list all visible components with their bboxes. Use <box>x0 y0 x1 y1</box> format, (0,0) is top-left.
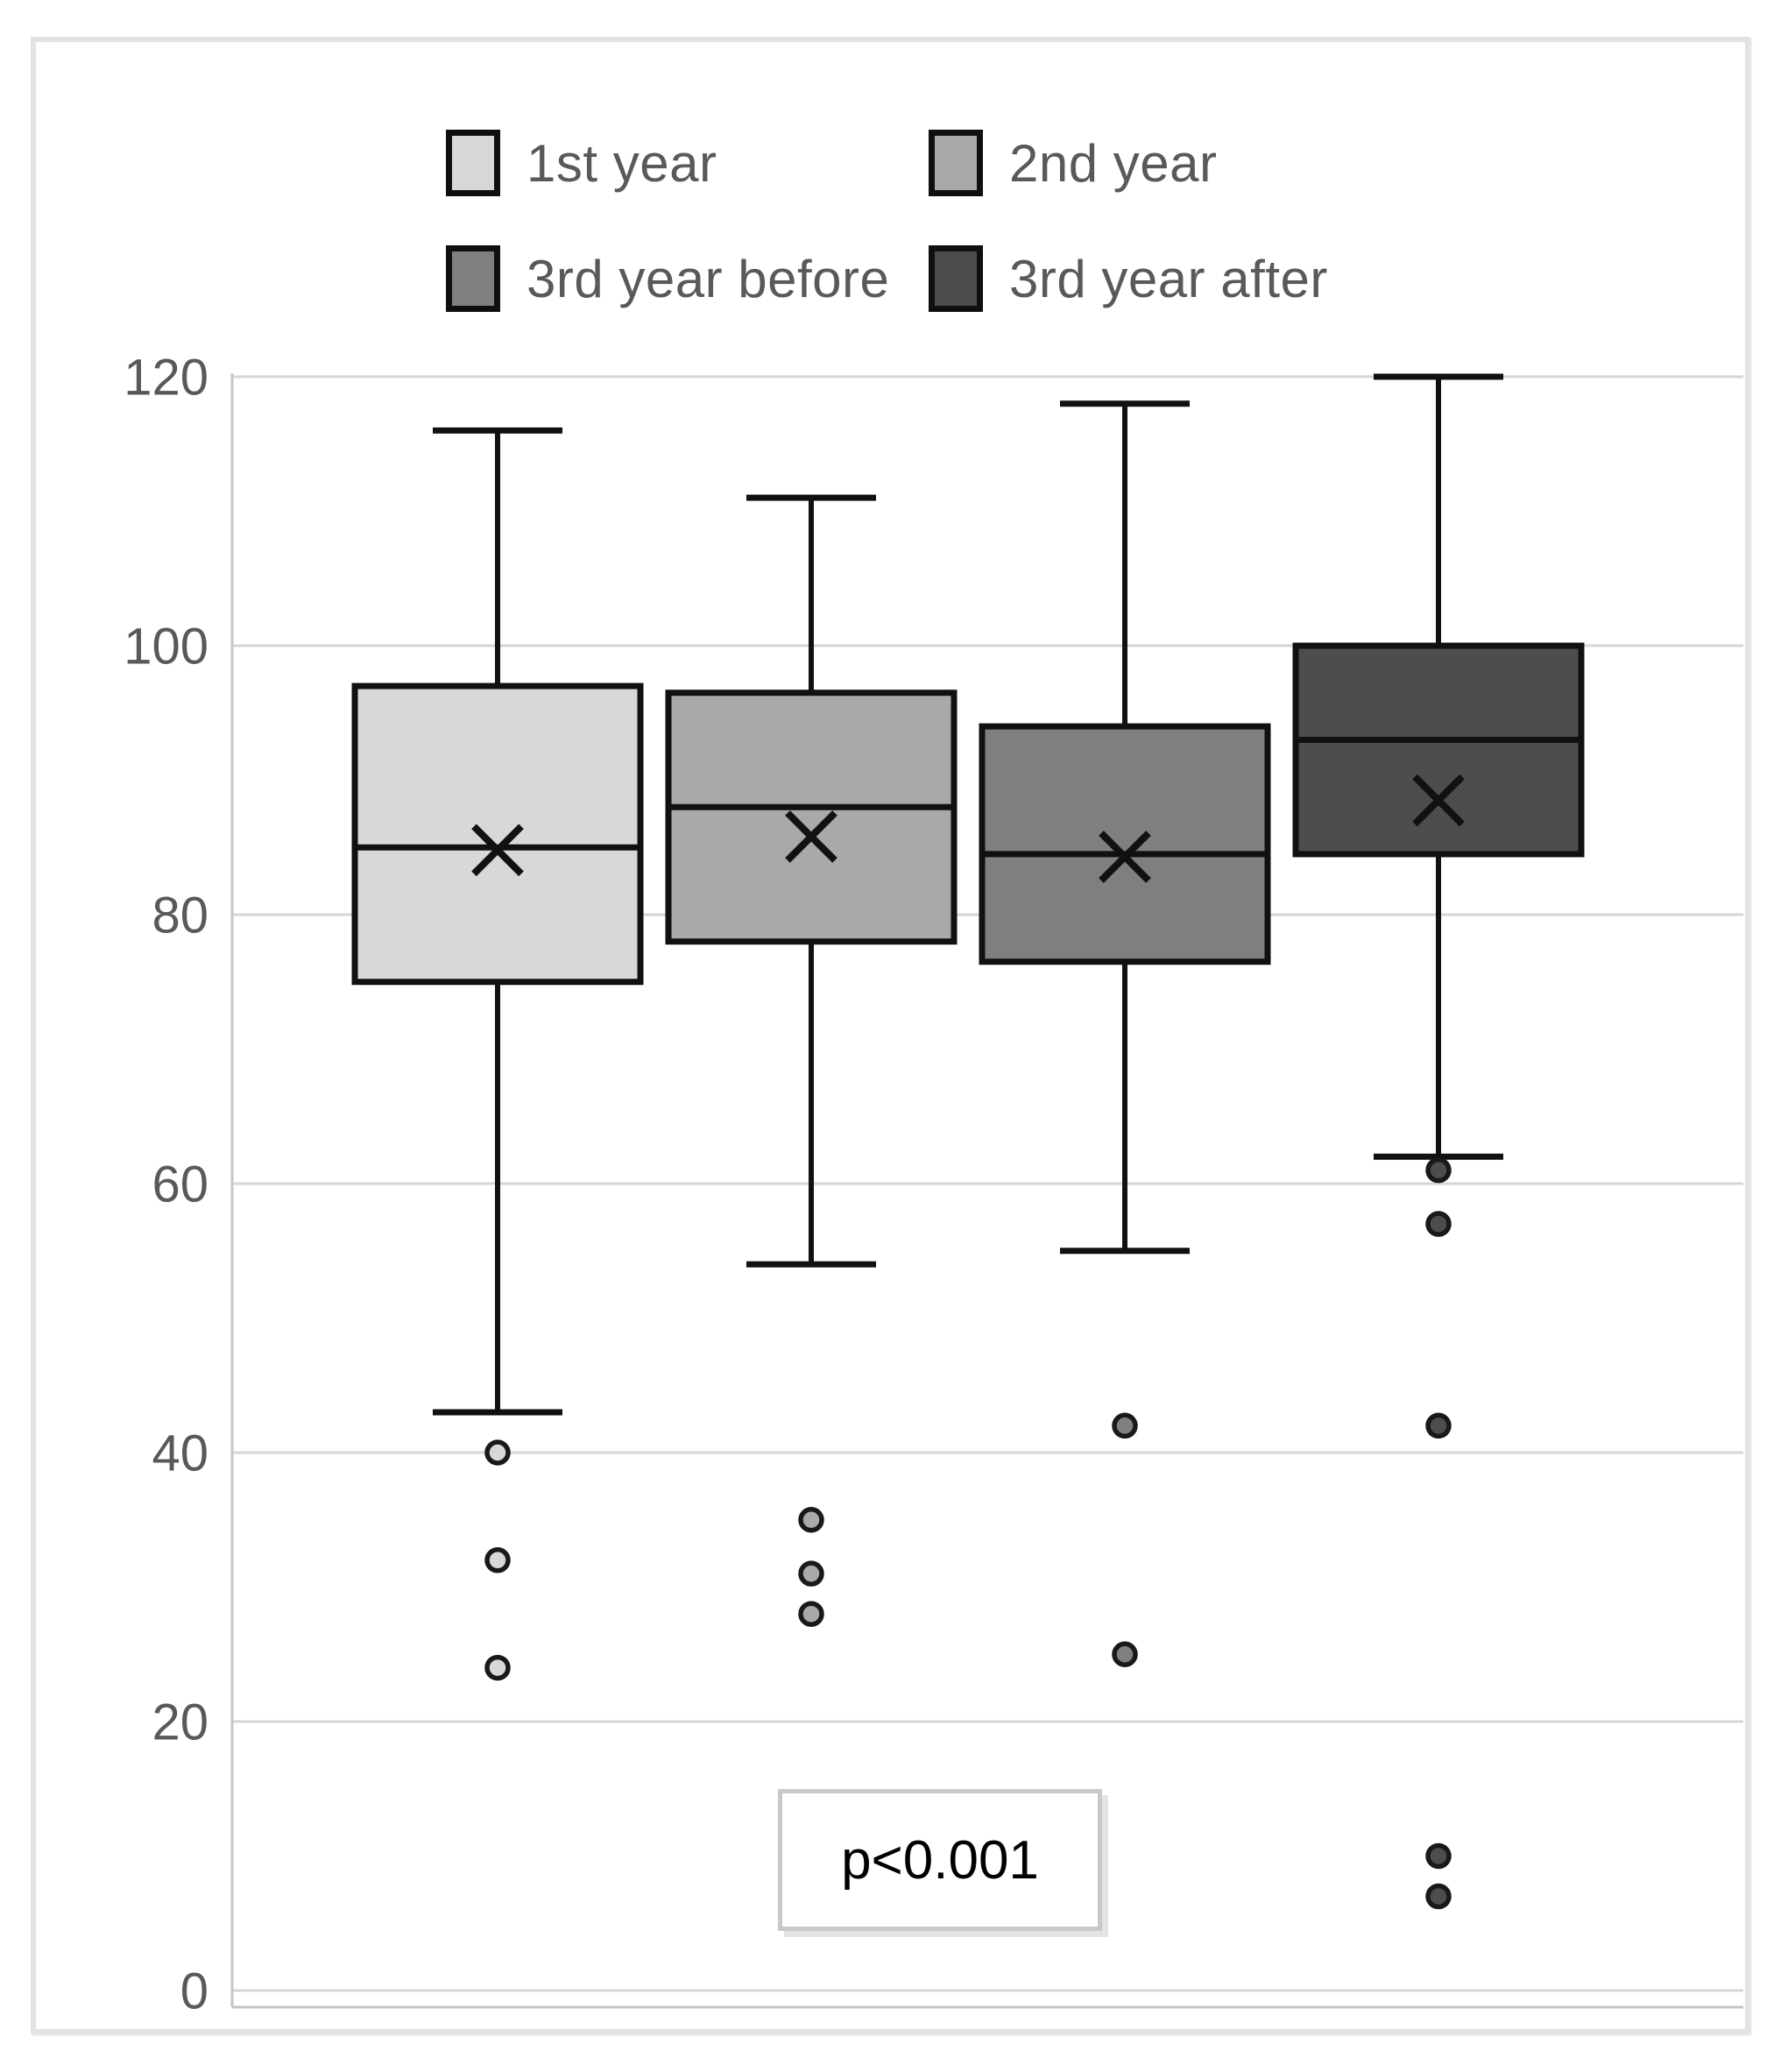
legend-label-1st-year: 1st year <box>527 133 717 193</box>
iqr-box <box>1292 642 1585 858</box>
boxplot-1st-year <box>351 427 644 1681</box>
outlier-point <box>1425 1842 1452 1870</box>
p-value-text: p<0.001 <box>841 1829 1039 1891</box>
legend-item-1st-year: 1st year <box>446 130 929 196</box>
p-value-box: p<0.001 <box>778 1789 1102 1931</box>
boxplot-2nd-year <box>665 494 958 1627</box>
outlier-point <box>484 1654 511 1681</box>
legend-label-3rd-year-before: 3rd year before <box>527 249 890 308</box>
outlier-point <box>798 1560 824 1587</box>
boxplot-3rd-year-before <box>979 400 1271 1667</box>
iqr-box <box>979 723 1271 965</box>
y-tick-label-100: 100 <box>124 618 208 675</box>
mean-marker-x <box>1099 831 1151 883</box>
legend-swatch-2nd-year <box>929 130 983 196</box>
legend-item-3rd-year-before: 3rd year before <box>446 245 929 312</box>
figure-border <box>31 37 1750 2034</box>
mean-marker-x <box>785 810 837 863</box>
outlier-point <box>798 1601 824 1627</box>
outlier-point <box>1112 1641 1138 1667</box>
outlier-point <box>798 1507 824 1533</box>
mean-marker-x <box>1412 774 1465 827</box>
legend-swatch-1st-year <box>446 130 500 196</box>
y-tick-label-60: 60 <box>152 1156 208 1213</box>
legend-item-2nd-year: 2nd year <box>929 130 1328 196</box>
mean-marker-x <box>471 824 524 877</box>
outlier-point <box>1425 1211 1452 1237</box>
outlier-point <box>484 1439 511 1466</box>
outlier-point <box>1112 1412 1138 1439</box>
y-tick-label-0: 0 <box>180 1962 208 2019</box>
legend-swatch-3rd-year-before <box>446 245 500 312</box>
legend: 1st year 2nd year 3rd year before 3rd ye… <box>446 130 1328 312</box>
y-tick-label-40: 40 <box>152 1425 208 1482</box>
legend-item-3rd-year-after: 3rd year after <box>929 245 1328 312</box>
legend-label-3rd-year-after: 3rd year after <box>1009 249 1328 308</box>
legend-swatch-3rd-year-after <box>929 245 983 312</box>
outlier-point <box>484 1547 511 1573</box>
gridlines: 120 100 80 60 40 20 0 <box>124 349 1743 2019</box>
outlier-point <box>1425 1883 1452 1910</box>
y-tick-label-80: 80 <box>152 887 208 944</box>
boxplot-3rd-year-after <box>1292 373 1585 1910</box>
iqr-box <box>665 689 958 945</box>
y-tick-label-20: 20 <box>152 1694 208 1750</box>
outlier-point <box>1425 1156 1452 1184</box>
legend-label-2nd-year: 2nd year <box>1009 133 1218 193</box>
y-tick-label-120: 120 <box>124 349 208 406</box>
iqr-box <box>351 682 644 986</box>
outlier-point <box>1425 1412 1452 1439</box>
